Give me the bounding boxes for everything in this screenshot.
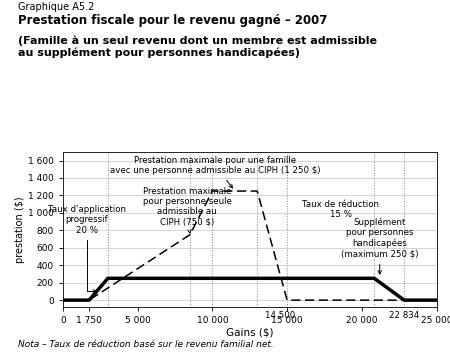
Text: Taux de réduction
15 %: Taux de réduction 15 % — [302, 200, 379, 219]
Text: 14 500: 14 500 — [265, 311, 295, 321]
Text: Graphique A5.2: Graphique A5.2 — [18, 2, 94, 12]
Text: Prestation maximale
pour personne seule
admissible au
CIPH (750 $): Prestation maximale pour personne seule … — [143, 187, 231, 233]
X-axis label: Gains ($): Gains ($) — [226, 328, 274, 338]
Text: Prestation fiscale pour le revenu gagné – 2007: Prestation fiscale pour le revenu gagné … — [18, 14, 328, 27]
Text: Taux d'application
progressif
20 %: Taux d'application progressif 20 % — [48, 205, 126, 293]
Text: Nota – Taux de réduction basé sur le revenu familial net.: Nota – Taux de réduction basé sur le rev… — [18, 340, 274, 349]
Text: (Famille à un seul revenu dont un membre est admissible
au supplément pour perso: (Famille à un seul revenu dont un membre… — [18, 35, 377, 58]
Text: Prestation maximale pour une famille
avec une personne admissible au CIPH (1 250: Prestation maximale pour une famille ave… — [110, 156, 321, 188]
Text: 22 834: 22 834 — [389, 311, 419, 321]
Text: Supplément
pour personnes
handicapées
(maximum 250 $): Supplément pour personnes handicapées (m… — [341, 217, 419, 274]
Y-axis label: prestation ($): prestation ($) — [15, 196, 25, 263]
